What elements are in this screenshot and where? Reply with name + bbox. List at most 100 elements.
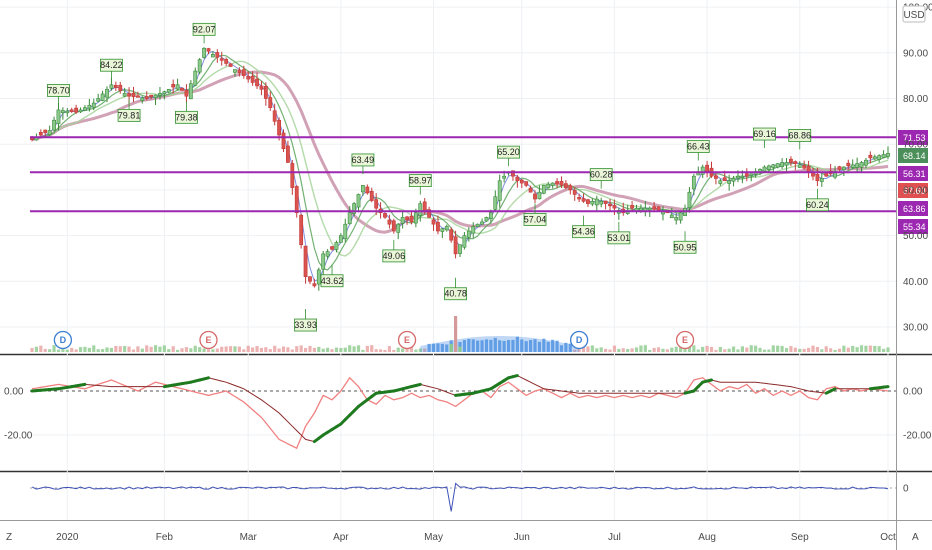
candle-body (294, 186, 299, 214)
peak-label-box (753, 127, 776, 141)
earnings-event-icon[interactable] (199, 330, 218, 350)
volume-bar (771, 345, 775, 352)
candle-body (590, 201, 595, 205)
currency-label: USD (903, 10, 924, 21)
peak-label: 79.81 (118, 110, 141, 120)
candle-body (784, 162, 789, 166)
candle-body (674, 217, 679, 221)
time-tick-label: Jun (514, 532, 530, 543)
time-tick-label: Feb (156, 532, 174, 543)
candle-body (356, 194, 361, 208)
volume-bar (661, 348, 665, 352)
volume-bar (802, 348, 806, 352)
candle-body (466, 230, 471, 238)
volume-bar (687, 346, 692, 352)
dividend-event-icon[interactable] (569, 330, 589, 350)
volume-bar (286, 347, 290, 352)
peak-label-box (444, 287, 467, 301)
price-tag-label: 71.53 (903, 133, 926, 143)
volume-bar (56, 349, 61, 352)
candle-body (347, 212, 352, 225)
volume-bar (414, 349, 418, 352)
oscillator-rising-segment (829, 387, 837, 393)
volume-bar (608, 349, 612, 352)
candle-body (316, 269, 321, 285)
candle-body (453, 236, 458, 255)
volume-bar (299, 345, 303, 352)
volume-bar (573, 349, 577, 352)
volume-bar (780, 345, 784, 352)
candle-body (193, 70, 198, 86)
candle-body (749, 173, 754, 176)
candle-body (647, 207, 652, 211)
candle-body (113, 84, 118, 88)
candle-body (383, 213, 387, 218)
volume-bar (92, 345, 96, 352)
volume-bar (723, 349, 727, 352)
candle-body (140, 97, 145, 101)
candle-body (740, 175, 745, 178)
volume-bar (374, 349, 378, 352)
candle-body (387, 219, 392, 225)
price-tag-label: 56.31 (903, 169, 926, 179)
volume-bar (445, 344, 449, 352)
candle-body (797, 164, 802, 168)
volume-bar (220, 346, 224, 352)
auto-scale-toggle[interactable]: A (912, 532, 919, 543)
candle-body (228, 63, 233, 67)
volume-bar (189, 348, 193, 352)
candle-body (480, 221, 484, 225)
volume-bar (520, 339, 524, 352)
volume-bar (784, 348, 789, 352)
candle-body (714, 175, 718, 179)
volume-bar (837, 348, 842, 352)
peak-label: 84.22 (100, 60, 123, 70)
volume-bar (679, 347, 683, 352)
volume-bar (648, 349, 652, 352)
candle-body (96, 98, 101, 102)
volume-bar (361, 349, 365, 352)
candle-body (171, 84, 176, 88)
volume-bar (643, 345, 647, 352)
price-tag (898, 183, 928, 198)
candle-body (586, 199, 590, 204)
volume-bar (546, 341, 550, 352)
volume-bar (798, 348, 802, 352)
candle-body (246, 76, 251, 80)
volume-bar (251, 347, 255, 352)
volume-bar (303, 347, 308, 352)
candle-body (824, 173, 829, 177)
oscillator-rising-segment (511, 374, 519, 379)
volume-bar (427, 343, 431, 352)
peak-label-box (47, 84, 70, 97)
oscillator-fast-line (31, 376, 889, 450)
volume-bar (365, 345, 369, 352)
volume-bar (586, 346, 590, 352)
volume-bar (431, 343, 436, 352)
volume-bar (824, 346, 828, 352)
candle-body (241, 69, 246, 76)
peak-label-box (100, 58, 123, 72)
dividend-event-icon[interactable] (53, 330, 73, 350)
volume-bar (568, 343, 572, 352)
candle-body (343, 223, 348, 240)
volume-bar (162, 345, 166, 352)
candle-body (872, 156, 877, 160)
volume-bar (621, 348, 625, 352)
oscillator-rising-segment (414, 382, 422, 387)
candle-body (846, 162, 851, 167)
volume-bar (745, 347, 749, 352)
earnings-event-icon[interactable] (675, 330, 695, 350)
peak-label: 60.28 (590, 170, 613, 180)
peak-label-box (351, 153, 375, 167)
candle-body (868, 154, 873, 159)
candle-body (444, 226, 449, 231)
candle-body (630, 205, 634, 209)
volume-bar (87, 347, 91, 352)
timezone-toggle[interactable]: Z (6, 532, 12, 543)
currency-button[interactable] (902, 5, 926, 23)
volume-bar (859, 345, 864, 352)
earnings-event-icon[interactable] (397, 330, 417, 350)
